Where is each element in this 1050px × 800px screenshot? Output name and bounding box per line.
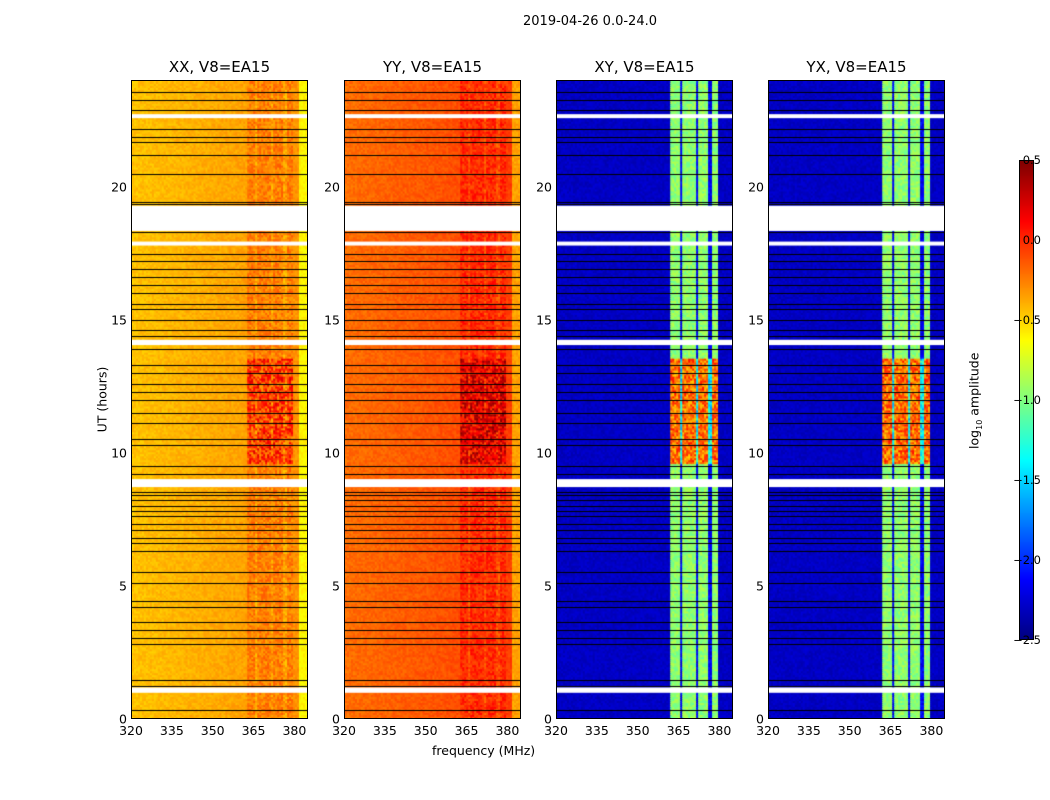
x-tick-label: 335 (796, 723, 821, 738)
x-tick-label: 380 (707, 723, 732, 738)
y-tick-label: 5 (544, 578, 552, 594)
x-axis-label: frequency (MHz) (432, 743, 536, 758)
y-tick-label: 15 (536, 312, 552, 328)
x-tick-label: 320 (332, 723, 356, 738)
y-tick-label: 10 (536, 445, 552, 461)
y-tick-label: 15 (324, 312, 340, 328)
y-axis-label: UT (hours) (94, 366, 110, 433)
y-tick-label: 10 (111, 445, 127, 461)
y-tick-label: 0 (332, 711, 340, 727)
colorbar-tick-label: −2.5 (1013, 633, 1041, 647)
x-tick-label: 380 (495, 723, 520, 738)
x-tick-label: 350 (625, 723, 650, 738)
y-tick-label: 0 (119, 711, 127, 727)
y-tick-label: 0 (544, 711, 552, 727)
colorbar-label: log10 amplitude (966, 346, 984, 456)
colorbar-tick-label: −0.5 (1013, 313, 1041, 327)
x-tick-label: 350 (837, 723, 862, 738)
panel-title: YY, V8=EA15 (382, 58, 483, 76)
x-tick-label: 350 (413, 723, 438, 738)
heatmap-cells (132, 81, 307, 718)
colorbar-label-sub: 10 (974, 419, 984, 430)
panel-title: XX, V8=EA15 (168, 58, 271, 76)
x-tick-label: 320 (544, 723, 568, 738)
y-tick-label: 15 (111, 312, 127, 328)
colorbar-tick-label: −2.0 (1013, 553, 1041, 567)
y-tick-label: 15 (748, 312, 764, 328)
y-tick-label: 5 (119, 578, 127, 594)
heatmap-cells (557, 81, 732, 718)
y-tick-label: 10 (748, 445, 764, 461)
x-tick-label: 320 (119, 723, 143, 738)
colorbar-label-rest: amplitude (966, 352, 982, 420)
y-tick-label: 20 (536, 179, 552, 194)
heatmap-panel (344, 80, 521, 719)
heatmap-panel (768, 80, 945, 719)
x-tick-label: 380 (919, 723, 944, 738)
x-tick-label: 365 (666, 723, 691, 738)
heatmap-panel (556, 80, 733, 719)
y-tick-label: 20 (748, 179, 764, 194)
heatmap-panel (131, 80, 308, 719)
colorbar-tick-label: −1.5 (1013, 473, 1041, 487)
y-tick-label: 10 (324, 445, 340, 461)
colorbar-tick-label: 0.0 (1022, 233, 1041, 247)
y-tick-label: 20 (111, 179, 127, 194)
x-tick-label: 335 (372, 723, 397, 738)
x-tick-label: 335 (159, 723, 184, 738)
colorbar-label-log: log (966, 429, 982, 449)
y-tick-label: 5 (332, 578, 340, 594)
figure-title: 2019-04-26 0.0-24.0 (523, 14, 657, 29)
panel-title: XY, V8=EA15 (594, 58, 695, 76)
x-tick-label: 335 (584, 723, 609, 738)
y-tick-label: 20 (324, 179, 340, 194)
x-tick-label: 380 (282, 723, 307, 738)
x-tick-label: 320 (756, 723, 780, 738)
colorbar (1019, 160, 1034, 640)
panel-title: YX, V8=EA15 (806, 58, 907, 76)
colorbar-tick-label: 0.5 (1022, 153, 1041, 167)
x-tick-label: 365 (878, 723, 903, 738)
colorbar-tick-label: −1.0 (1013, 393, 1041, 407)
x-tick-label: 365 (454, 723, 479, 738)
y-tick-label: 5 (756, 578, 764, 594)
x-tick-label: 350 (200, 723, 225, 738)
x-tick-label: 365 (241, 723, 266, 738)
heatmap-cells (345, 81, 520, 718)
y-tick-label: 0 (756, 711, 764, 727)
heatmap-cells (769, 81, 944, 718)
